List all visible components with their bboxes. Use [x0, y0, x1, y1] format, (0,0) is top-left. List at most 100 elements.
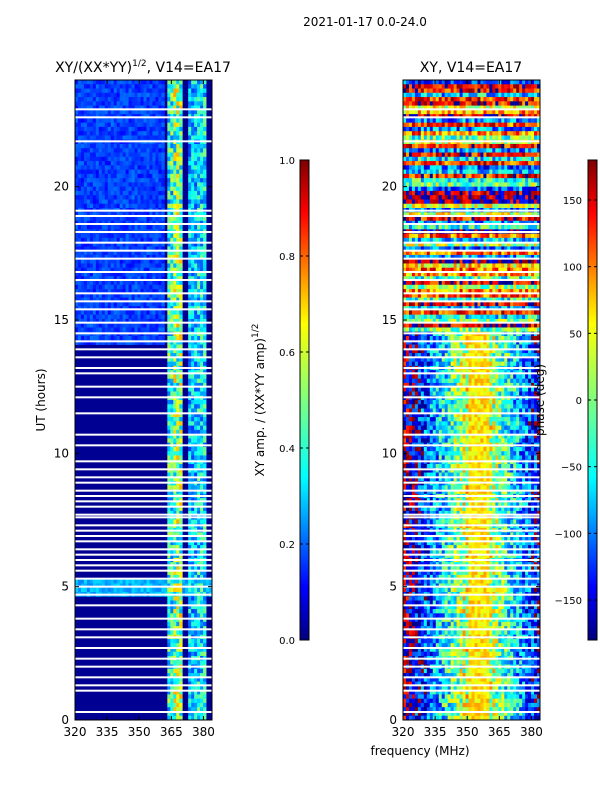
heatmap-cell — [146, 225, 150, 230]
heatmap-cell — [149, 88, 153, 94]
heatmap-cell — [203, 506, 207, 512]
heatmap-cell — [179, 122, 183, 128]
heatmap-cell — [83, 173, 88, 179]
flagged-gap — [75, 385, 212, 388]
heatmap-cell — [179, 340, 183, 345]
heatmap-cell — [173, 617, 177, 623]
heatmap-cell — [89, 216, 94, 222]
heatmap-cell — [140, 190, 144, 196]
heatmap-cell — [191, 152, 195, 158]
heatmap-cell — [92, 165, 97, 170]
heatmap-cell — [89, 314, 94, 320]
heatmap-cell — [131, 148, 135, 153]
heatmap-cell — [531, 118, 535, 124]
heatmap-cell — [128, 284, 132, 290]
heatmap-cell — [167, 472, 171, 478]
heatmap-cell — [438, 97, 443, 102]
heatmap-cell — [516, 173, 520, 179]
heatmap-cell — [200, 438, 204, 444]
heatmap-cell — [92, 276, 97, 281]
heatmap-cell — [179, 242, 183, 247]
heatmap-cell — [197, 148, 201, 153]
heatmap-cell — [495, 84, 499, 89]
heatmap-cell — [203, 122, 207, 128]
heatmap-cell — [414, 173, 419, 179]
heatmap-cell — [188, 263, 192, 269]
heatmap-cell — [75, 190, 79, 196]
heatmap-cell — [474, 156, 478, 162]
heatmap-cell — [116, 148, 121, 153]
heatmap-cell — [143, 122, 147, 128]
heatmap-cell — [179, 400, 183, 405]
heatmap-cell — [501, 144, 505, 149]
heatmap-cell — [507, 178, 511, 183]
heatmap-cell — [83, 203, 88, 209]
heatmap-cell — [203, 464, 207, 469]
heatmap-cell — [525, 182, 529, 188]
heatmap-cell — [191, 617, 195, 623]
heatmap-cell — [95, 173, 100, 179]
heatmap-cell — [113, 152, 118, 158]
heatmap-cell — [77, 579, 82, 584]
heatmap-cell — [98, 122, 103, 128]
heatmap-cell — [432, 169, 437, 175]
heatmap-cell — [137, 152, 141, 158]
heatmap-cell — [161, 161, 165, 166]
heatmap-cell — [176, 587, 180, 593]
y-tick-label: 5 — [61, 580, 69, 594]
heatmap-cell — [197, 310, 201, 316]
heatmap-cell — [107, 310, 112, 316]
heatmap-cell — [122, 173, 127, 179]
heatmap-cell — [143, 297, 147, 303]
heatmap-cell — [170, 566, 174, 572]
heatmap-cell — [170, 400, 174, 405]
heatmap-cell — [173, 412, 177, 418]
heatmap-cell — [179, 464, 183, 469]
heatmap-cell — [122, 165, 127, 170]
heatmap-cell — [161, 195, 165, 200]
heatmap-cell — [522, 148, 526, 153]
flagged-gap — [75, 585, 212, 588]
heatmap-cell — [197, 190, 201, 196]
heatmap-cell — [167, 267, 171, 273]
heatmap-cell — [110, 237, 115, 243]
heatmap-cell — [161, 263, 165, 269]
heatmap-cell — [80, 173, 85, 179]
heatmap-cell — [197, 685, 201, 691]
heatmap-cell — [86, 323, 91, 328]
heatmap-cell — [80, 297, 85, 303]
heatmap-cell — [444, 173, 449, 179]
heatmap-cell — [423, 182, 428, 188]
heatmap-cell — [534, 169, 538, 175]
heatmap-cell — [188, 118, 192, 124]
heatmap-cell — [531, 161, 535, 166]
heatmap-cell — [191, 429, 195, 435]
heatmap-cell — [194, 284, 198, 290]
heatmap-cell — [426, 182, 431, 188]
flagged-gap — [75, 500, 212, 503]
flagged-gap — [75, 628, 212, 631]
heatmap-cell — [170, 267, 174, 273]
heatmap-cell — [173, 630, 177, 636]
heatmap-cell — [188, 472, 192, 478]
heatmap-cell — [161, 327, 165, 333]
heatmap-cell — [116, 323, 121, 328]
heatmap-cell — [188, 152, 192, 158]
heatmap-cell — [197, 489, 201, 495]
heatmap-cell — [191, 690, 195, 695]
heatmap-cell — [173, 408, 177, 414]
heatmap-cell — [471, 101, 475, 106]
heatmap-cell — [176, 404, 180, 409]
heatmap-cell — [128, 144, 132, 149]
heatmap-cell — [107, 297, 112, 303]
heatmap-cell — [113, 118, 118, 124]
heatmap-cell — [170, 182, 174, 188]
heatmap-cell — [411, 161, 416, 166]
heatmap-cell — [480, 173, 484, 179]
heatmap-cell — [417, 173, 422, 179]
heatmap-cell — [191, 400, 195, 405]
heatmap-cell — [203, 677, 207, 682]
heatmap-cell — [146, 233, 150, 239]
heatmap-cell — [116, 242, 121, 247]
heatmap-cell — [77, 84, 82, 89]
